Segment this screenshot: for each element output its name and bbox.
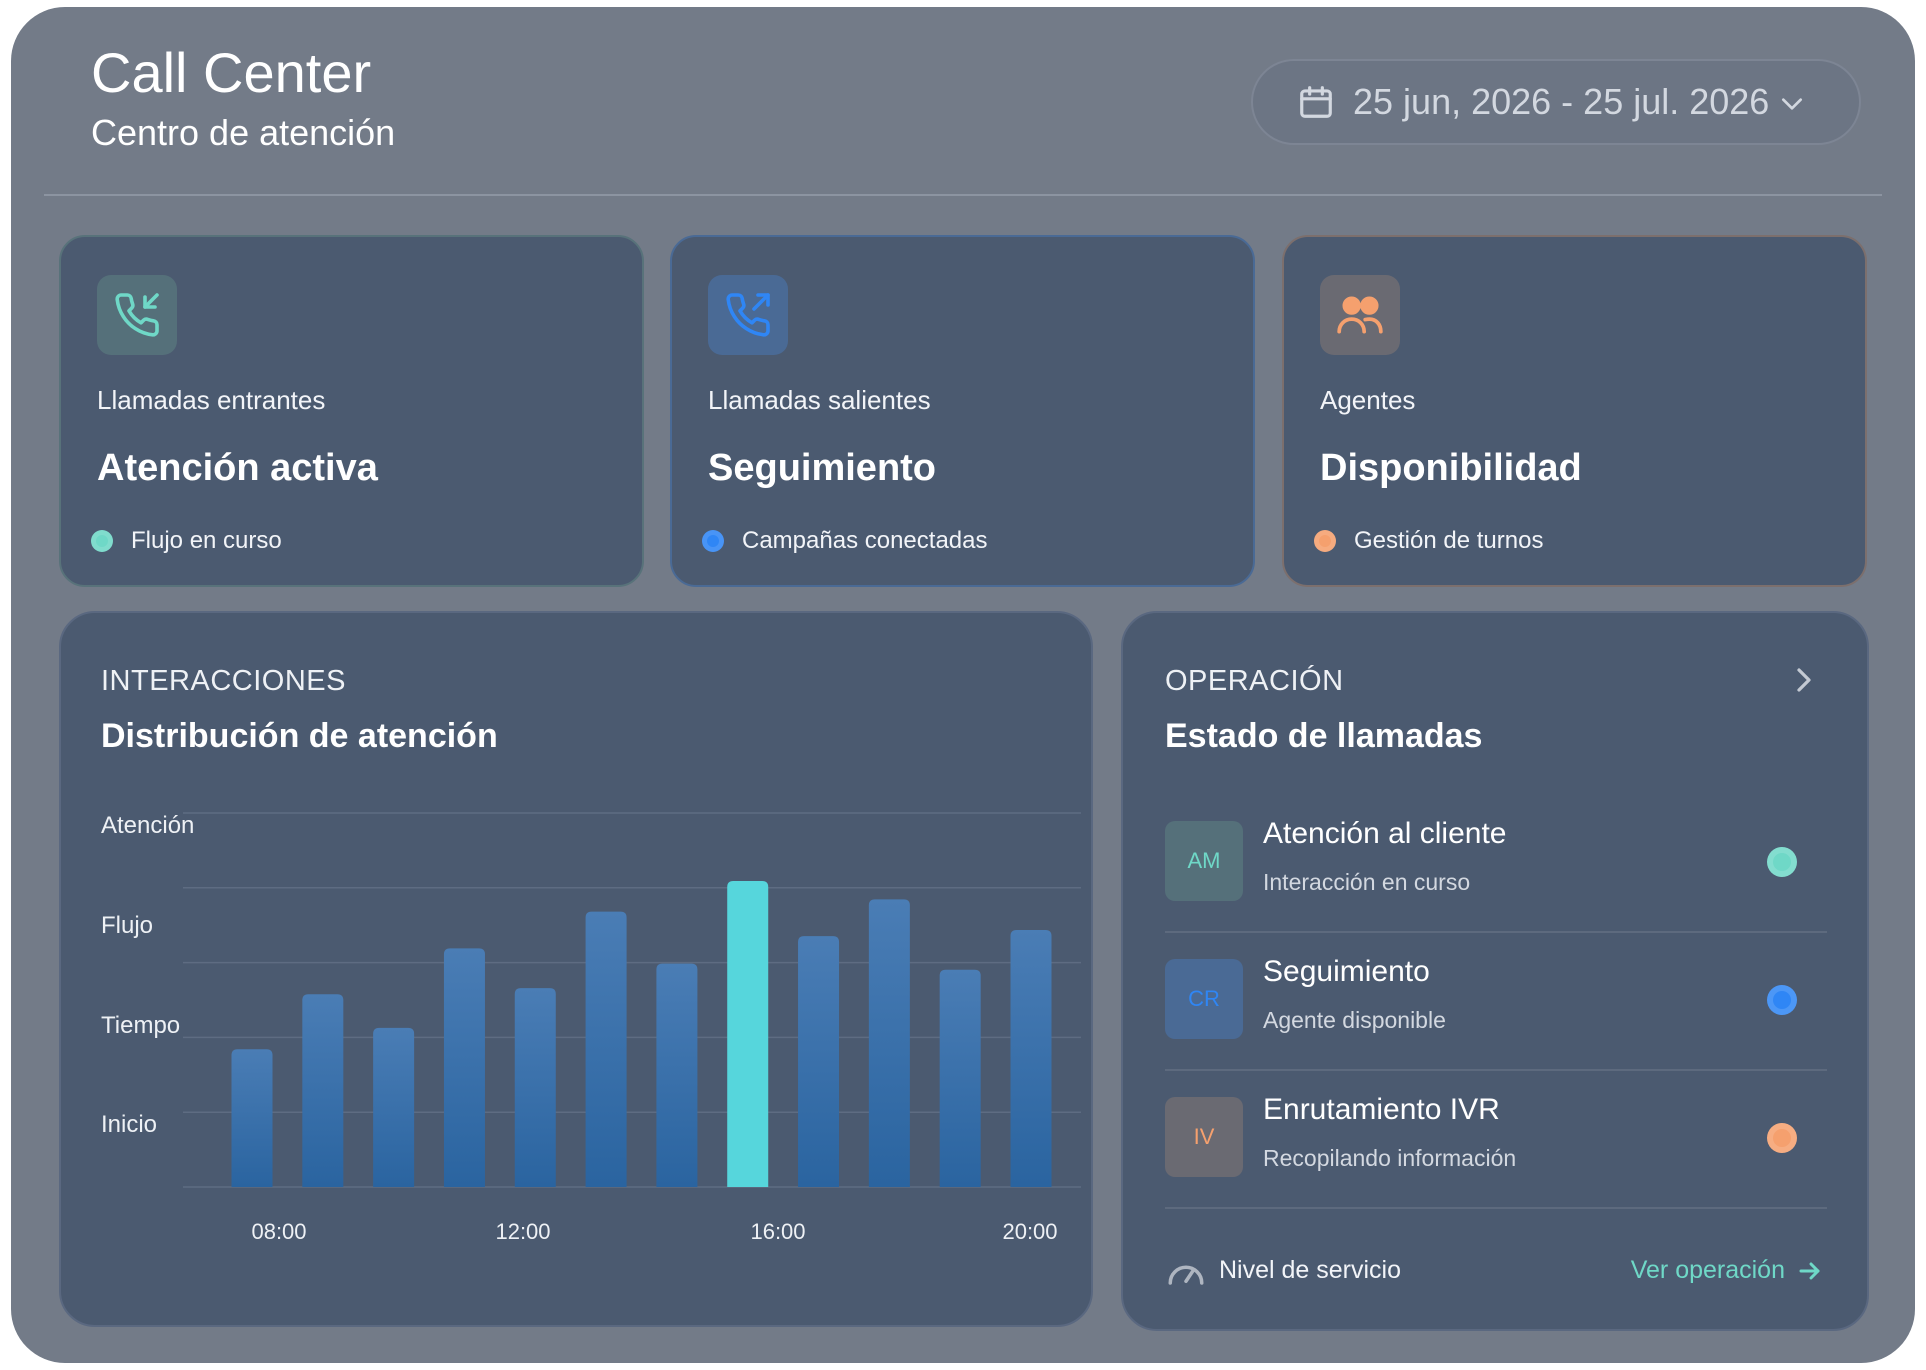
interactions-title: Distribución de atención <box>101 717 498 755</box>
date-range-text: 25 jun, 2026 - 25 jul. 2026 <box>1353 81 1770 122</box>
operation-row-ivr[interactable]: IV Enrutamiento IVR Recopilando informac… <box>1165 1073 1827 1209</box>
chevron-down-icon <box>1781 98 1803 110</box>
operation-name: Enrutamiento IVR <box>1263 1093 1500 1126</box>
header-divider <box>44 194 1882 196</box>
kpi-label: Llamadas entrantes <box>97 385 326 415</box>
bar <box>302 994 344 1187</box>
operations-footer: Nivel de servicio Ver operación <box>1165 1245 1823 1295</box>
x-tick-label: 12:00 <box>495 1219 550 1244</box>
operations-eyebrow: OPERACIÓN <box>1165 665 1344 697</box>
x-tick-label: 08:00 <box>251 1219 306 1244</box>
operation-name: Seguimiento <box>1263 955 1430 988</box>
status-dot <box>1767 985 1797 1015</box>
operation-row-customer-service[interactable]: AM Atención al cliente Interacción en cu… <box>1165 797 1827 933</box>
kpi-status: Flujo en curso <box>91 527 282 555</box>
bar <box>585 911 627 1187</box>
operation-desc: Agente disponible <box>1263 1007 1446 1033</box>
app-title: Call Center <box>91 41 372 104</box>
bar <box>514 988 556 1187</box>
kpi-label: Llamadas salientes <box>708 385 931 415</box>
y-tick-label: Inicio <box>101 1111 157 1138</box>
operation-row-follow-up[interactable]: CR Seguimiento Agente disponible <box>1165 935 1827 1071</box>
avatar: AM <box>1165 821 1243 901</box>
bar <box>443 948 485 1187</box>
kpi-value: Seguimiento <box>708 447 937 489</box>
kpi-card-incoming[interactable]: Llamadas entrantes Atención activa Flujo… <box>59 235 644 587</box>
bar <box>939 969 981 1187</box>
row-divider <box>1165 931 1827 933</box>
interactions-card: INTERACCIONES Distribución de atención A… <box>59 611 1093 1327</box>
bar <box>1010 929 1052 1187</box>
bar <box>656 963 698 1187</box>
service-level-label: Nivel de servicio <box>1219 1256 1402 1284</box>
interactions-bar-chart: Atención Flujo Tiempo Inicio 08:00 12:00 16:0… <box>101 812 1081 1244</box>
app-subtitle: Centro de atención <box>91 112 396 153</box>
status-dot <box>1767 847 1797 877</box>
avatar: IV <box>1165 1097 1243 1177</box>
y-tick-label: Flujo <box>101 912 153 939</box>
arrow-right-icon <box>1799 1262 1820 1279</box>
kpi-card-agents[interactable]: Agentes Disponibilidad Gestión de turnos <box>1282 235 1867 587</box>
kpi-card-outgoing[interactable]: Llamadas salientes Seguimiento Campañas … <box>670 235 1255 587</box>
calendar-icon <box>1300 86 1332 118</box>
x-tick-label: 16:00 <box>750 1219 805 1244</box>
operation-name: Atención al cliente <box>1263 817 1507 850</box>
avatar: CR <box>1165 959 1243 1039</box>
phone-incoming-icon <box>97 275 177 355</box>
kpi-status: Campañas conectadas <box>702 527 987 555</box>
x-tick-label: 20:00 <box>1002 1219 1057 1244</box>
operation-desc: Recopilando información <box>1263 1145 1517 1171</box>
users-icon <box>1320 275 1400 355</box>
phone-outgoing-icon <box>708 275 788 355</box>
bar <box>798 936 840 1187</box>
bar-highlight <box>727 881 769 1187</box>
dashboard-frame: Call Center Centro de atención 25 jun, 2… <box>11 7 1915 1363</box>
kpi-status-text: Flujo en curso <box>131 527 282 554</box>
kpi-label: Agentes <box>1320 385 1416 415</box>
row-divider <box>1165 1069 1827 1071</box>
operations-card: OPERACIÓN Estado de llamadas AM Atención… <box>1121 611 1869 1331</box>
view-operations-link[interactable]: Ver operación <box>1631 1256 1823 1285</box>
kpi-status-text: Gestión de turnos <box>1354 527 1544 554</box>
bar <box>868 899 910 1187</box>
status-dot <box>1314 530 1336 552</box>
y-tick-label: Tiempo <box>101 1012 180 1039</box>
chevron-right-icon[interactable] <box>1789 663 1819 697</box>
kpi-status-text: Campañas conectadas <box>742 527 988 554</box>
gauge-icon <box>1168 1265 1204 1285</box>
status-dot <box>91 530 113 552</box>
kpi-value: Atención activa <box>97 447 378 489</box>
view-operations-label: Ver operación <box>1630 1256 1785 1284</box>
operation-desc: Interacción en curso <box>1263 869 1471 895</box>
kpi-value: Disponibilidad <box>1320 447 1582 489</box>
operations-title: Estado de llamadas <box>1165 717 1483 755</box>
bar <box>373 1027 415 1187</box>
status-dot <box>702 530 724 552</box>
status-dot <box>1767 1123 1797 1153</box>
y-tick-label: Atención <box>101 812 194 839</box>
date-range-picker[interactable]: 25 jun, 2026 - 25 jul. 2026 <box>1251 59 1861 145</box>
bar <box>231 1049 273 1187</box>
kpi-status: Gestión de turnos <box>1314 527 1543 555</box>
interactions-eyebrow: INTERACCIONES <box>101 665 346 697</box>
row-divider <box>1165 1207 1827 1209</box>
